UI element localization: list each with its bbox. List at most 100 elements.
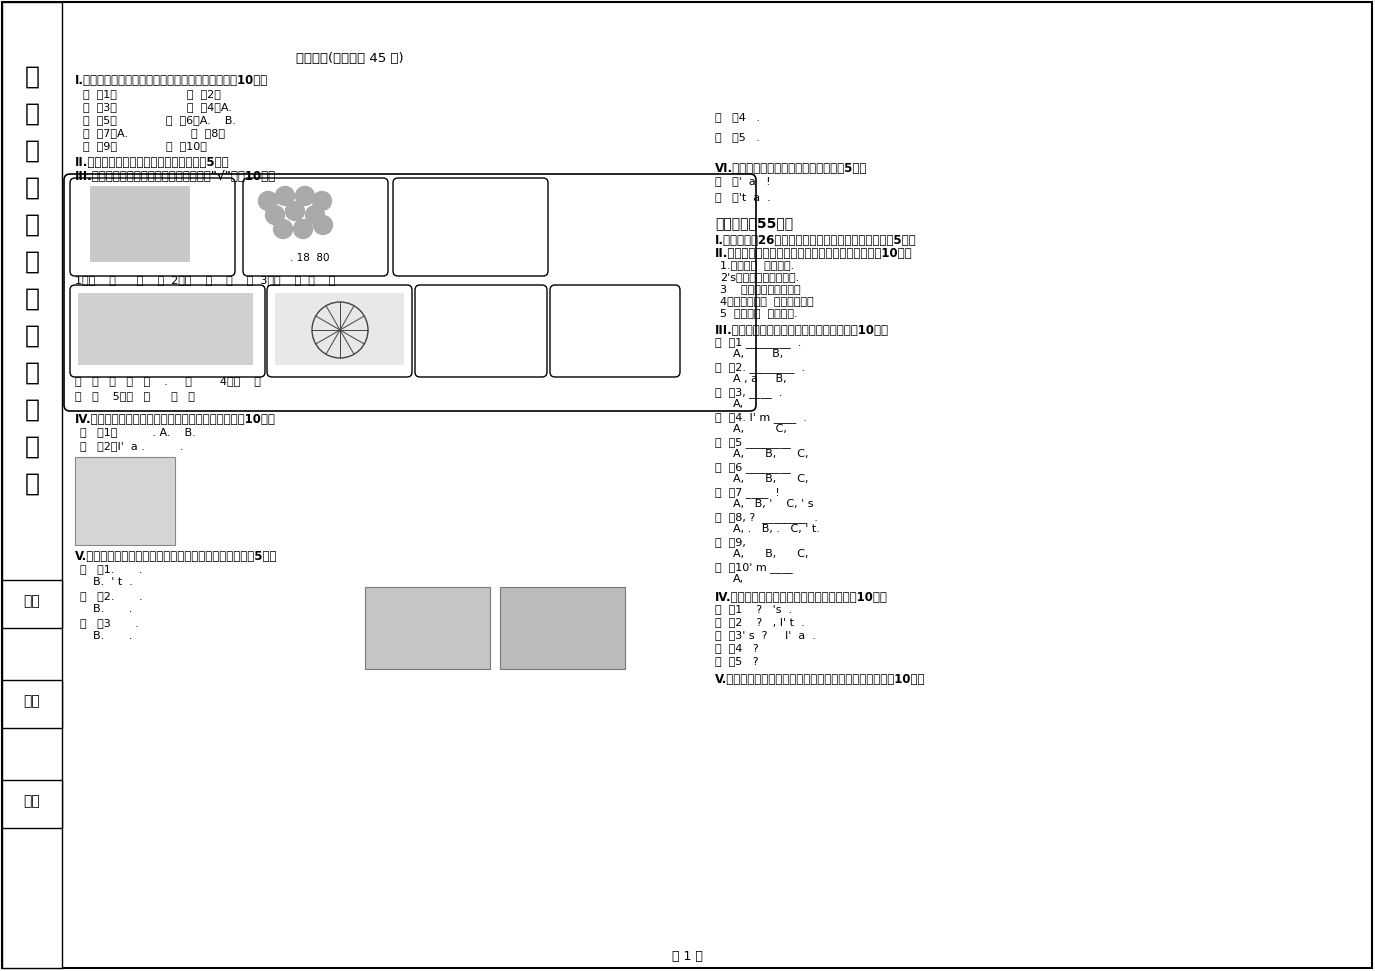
Circle shape [286,202,304,220]
Circle shape [274,219,293,239]
Text: 第 1 页: 第 1 页 [671,950,703,963]
Text: （  ）1、                    （  ）2、: （ ）1、 （ ）2、 [82,89,221,99]
Text: （   ）5   .: （ ）5 . [715,132,760,142]
Text: （   ）1、          . A.    B.: （ ）1、 . A. B. [80,427,195,437]
Text: A,         C,: A, C, [733,424,786,434]
Text: （  ）3' s  ?     I'  a  .: （ ）3' s ? I' a . [715,630,815,640]
Text: （  ）10' m ____: （ ）10' m ____ [715,562,793,573]
Text: 卷: 卷 [25,472,40,496]
Circle shape [265,206,285,224]
Text: （  ）8, ?  ________  .: （ ）8, ? ________ . [715,512,818,523]
Bar [1,580,62,628]
FancyBboxPatch shape [393,178,549,276]
Text: （   ）'  a   !: （ ）' a ! [715,176,770,186]
Text: （   ）1.       .: （ ）1. . [80,564,143,574]
Text: （  ）5、              （  ）6、A.    B.: （ ）5、 （ ）6、A. B. [82,115,236,125]
Text: A, .   B, .   C, ' t.: A, . B, . C, ' t. [733,524,819,534]
Text: B.       .: B. . [94,604,132,614]
Text: B.       .: B. . [94,631,132,641]
Text: 学校: 学校 [23,594,40,608]
Circle shape [305,206,324,224]
Text: （  ）3, ____  .: （ ）3, ____ . [715,387,782,398]
Text: （  ）2. ________  .: （ ）2. ________ . [715,362,806,373]
Text: A,      B,      C,: A, B, C, [733,549,808,559]
Text: 学: 学 [25,102,40,126]
FancyBboxPatch shape [550,285,681,377]
Text: 级: 级 [25,213,40,237]
Text: （  ）4   ?: （ ）4 ? [715,643,759,653]
Text: （  ）9,: （ ）9, [715,537,749,547]
FancyBboxPatch shape [415,285,547,377]
Text: （  ）7 ____  !: （ ）7 ____ ! [715,487,780,498]
Circle shape [258,191,278,211]
Bar [78,293,253,365]
Bar [364,587,489,669]
Text: 期: 期 [25,361,40,385]
Text: II.根据语境和中文提示将正确的单词写在横线上。（10分）: II.根据语境和中文提示将正确的单词写在横线上。（10分） [715,247,913,260]
Text: （  ）6 ________: （ ）6 ________ [715,462,791,473]
Text: （  ）7、A.                  （  ）8、: （ ）7、A. （ ）8、 [82,128,226,138]
Text: 试: 试 [25,435,40,459]
Text: 语: 语 [25,324,40,348]
Text: 英: 英 [25,287,40,311]
Bar [76,457,175,545]
Text: II.听音，用数字为下列图片重新排序。（5分）: II.听音，用数字为下列图片重新排序。（5分） [76,156,230,169]
Text: （   ）2.       .: （ ）2. . [80,591,143,601]
Bar [275,293,404,365]
Text: 1.（河流）  （宽的）.: 1.（河流） （宽的）. [720,260,795,270]
Text: 小: 小 [25,65,40,89]
Text: IV.听音，选择单词补全句子。请将序号写在前面。（10分）: IV.听音，选择单词补全句子。请将序号写在前面。（10分） [76,413,276,426]
Text: （   ）    5、（   ）      （   ）: （ ） 5、（ ） （ ） [76,391,195,401]
Bar [1,2,62,968]
Bar [1,780,62,828]
Bar [89,186,190,262]
Text: 三: 三 [25,139,40,163]
Text: （  ）4. I' m ____  .: （ ）4. I' m ____ . [715,412,807,423]
Text: （   ）2、I'  a .          .: （ ）2、I' a . . [80,441,183,451]
Text: V.听音选出听到的句子，请将序号写在前面的括号里。（5分）: V.听音选出听到的句子，请将序号写在前面的括号里。（5分） [76,550,278,563]
Text: 3    （第二）（楼层）？: 3 （第二）（楼层）？ [720,284,800,294]
Text: 2's（相当的）（擅长）.: 2's（相当的）（擅长）. [720,272,799,282]
Text: . 18  80: . 18 80 [290,253,330,263]
Text: 笔试部分（55分）: 笔试部分（55分） [715,216,793,230]
Text: （  ）5   ?: （ ）5 ? [715,656,759,666]
Text: （  ）1 ________  .: （ ）1 ________ . [715,337,802,348]
Text: （  ）5 ________: （ ）5 ________ [715,437,791,448]
FancyBboxPatch shape [70,178,235,276]
Text: A , a     B,: A , a B, [733,374,786,384]
Text: 1、（    ）      （    ）  2、（    ）    （    ）  3、（    ）  （    ）: 1、（ ） （ ） 2、（ ） （ ） 3、（ ） （ ） [76,275,336,285]
Text: A,      B,      C,: A, B, C, [733,474,808,484]
Text: A,        B,: A, B, [733,349,784,359]
Text: I.按顺序默写26个大小英文字母，并圈出元音字母。（5分）: I.按顺序默写26个大小英文字母，并圈出元音字母。（5分） [715,234,917,247]
Text: （   ）   （   ）   （    .     ）        4、（    ）: （ ） （ ） （ . ） 4、（ ） [76,376,261,386]
Circle shape [314,216,333,235]
Text: 4（天，日子）  （在之后）？: 4（天，日子） （在之后）？ [720,296,814,306]
Text: 听力部分(共六大题 45 分): 听力部分(共六大题 45 分) [296,52,404,65]
Text: A,: A, [733,574,744,584]
Text: IV.根据问句选答句。将序号填入括号里。（10分）: IV.根据问句选答句。将序号填入括号里。（10分） [715,591,888,604]
Circle shape [275,186,294,206]
Circle shape [293,219,312,239]
Text: B.  ' t  .: B. ' t . [94,577,133,587]
Text: A,      B,      C,: A, B, C, [733,449,808,459]
Text: III.选择填空。将序号填在前面的括号里。（10分）: III.选择填空。将序号填在前面的括号里。（10分） [715,324,890,337]
Circle shape [296,186,315,206]
FancyBboxPatch shape [243,178,388,276]
Text: （   ）'t  a  .: （ ）'t a . [715,192,771,202]
Text: 5  （苹果）  （橘子）.: 5 （苹果） （橘子）. [720,308,797,318]
FancyBboxPatch shape [70,285,265,377]
Text: （  ）3、                    （  ）4、A.: （ ）3、 （ ）4、A. [82,102,232,112]
Text: VI.听对话，给下列句子重新排序。（共5分）: VI.听对话，给下列句子重新排序。（共5分） [715,162,868,175]
Text: 年: 年 [25,176,40,200]
Text: （   ）3       .: （ ）3 . [80,618,139,628]
Text: A,   B, '    C, ' s: A, B, ' C, ' s [733,499,814,509]
Text: （  ）9、              （  ）10、: （ ）9、 （ ）10、 [82,141,206,151]
Text: I.听音选单词，将单词的序号写在前面的括号里。（10分）: I.听音选单词，将单词的序号写在前面的括号里。（10分） [76,74,268,87]
Text: （   ）4   .: （ ）4 . [715,112,760,122]
Text: （  ）1    ?   's  .: （ ）1 ? 's . [715,604,792,614]
Text: 班级: 班级 [23,694,40,708]
FancyBboxPatch shape [267,285,412,377]
Bar [500,587,626,669]
Text: 姓名: 姓名 [23,794,40,808]
Circle shape [312,191,331,211]
